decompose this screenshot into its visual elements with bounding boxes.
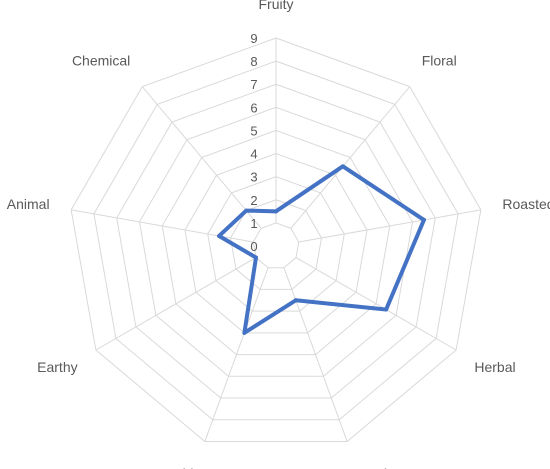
spoke-herbal bbox=[295, 257, 457, 351]
data-point-woody bbox=[293, 298, 298, 303]
spoke-earthy bbox=[95, 257, 257, 351]
spoke-chemical bbox=[141, 86, 262, 229]
data-point-roasted bbox=[421, 217, 426, 222]
grid-ring-4 bbox=[184, 153, 368, 334]
grid-ring-2 bbox=[229, 199, 323, 290]
data-point-vegetable bbox=[242, 330, 247, 335]
category-label-herbal: Herbal bbox=[474, 359, 515, 375]
category-label-earthy: Earthy bbox=[37, 359, 77, 375]
data-point-animal bbox=[217, 233, 222, 238]
grid-ring-8 bbox=[93, 60, 459, 421]
category-label-chemical: Chemical bbox=[72, 53, 130, 69]
tick-label-6: 6 bbox=[250, 100, 257, 115]
spoke-roasted bbox=[298, 209, 481, 243]
category-label-vegetable: Vegetable bbox=[139, 465, 201, 469]
grid-ring-5 bbox=[161, 129, 391, 356]
grid-ring-1 bbox=[252, 222, 300, 269]
category-label-roasted: Roasted bbox=[502, 196, 550, 212]
category-label-fruity: Fruity bbox=[259, 0, 294, 12]
tick-label-2: 2 bbox=[250, 193, 257, 208]
spoke-woody bbox=[283, 267, 348, 442]
data-point-chemical bbox=[244, 208, 249, 213]
data-point-herbal bbox=[384, 307, 389, 312]
radar-series bbox=[217, 164, 426, 335]
tick-label-0: 0 bbox=[250, 239, 257, 254]
tick-label-3: 3 bbox=[250, 170, 257, 185]
tick-label-7: 7 bbox=[250, 77, 257, 92]
category-label-woody: Woody bbox=[351, 465, 394, 469]
spoke-floral bbox=[290, 86, 411, 229]
tick-label-9: 9 bbox=[250, 31, 257, 46]
data-point-fruity bbox=[274, 209, 278, 214]
tick-label-8: 8 bbox=[250, 54, 257, 69]
tick-label-4: 4 bbox=[250, 147, 257, 162]
radar-spokes bbox=[71, 38, 481, 442]
data-point-earthy bbox=[253, 255, 258, 260]
radar-grid bbox=[70, 37, 482, 442]
tick-label-5: 5 bbox=[250, 123, 257, 138]
tick-label-1: 1 bbox=[250, 216, 257, 231]
series-line-1 bbox=[217, 164, 426, 335]
grid-ring-7 bbox=[116, 83, 436, 399]
category-label-floral: Floral bbox=[422, 53, 457, 69]
grid-ring-6 bbox=[138, 106, 414, 377]
radial-tick-labels: 0 1 2 3 4 5 6 7 8 9 bbox=[250, 31, 257, 254]
spoke-vegetable bbox=[204, 267, 269, 442]
category-labels: Fruity Floral Roasted Herbal Woody Vegetable E… bbox=[7, 0, 550, 469]
grid-ring-9 bbox=[70, 37, 482, 442]
data-point-floral bbox=[340, 164, 345, 169]
category-label-animal: Animal bbox=[7, 196, 50, 212]
